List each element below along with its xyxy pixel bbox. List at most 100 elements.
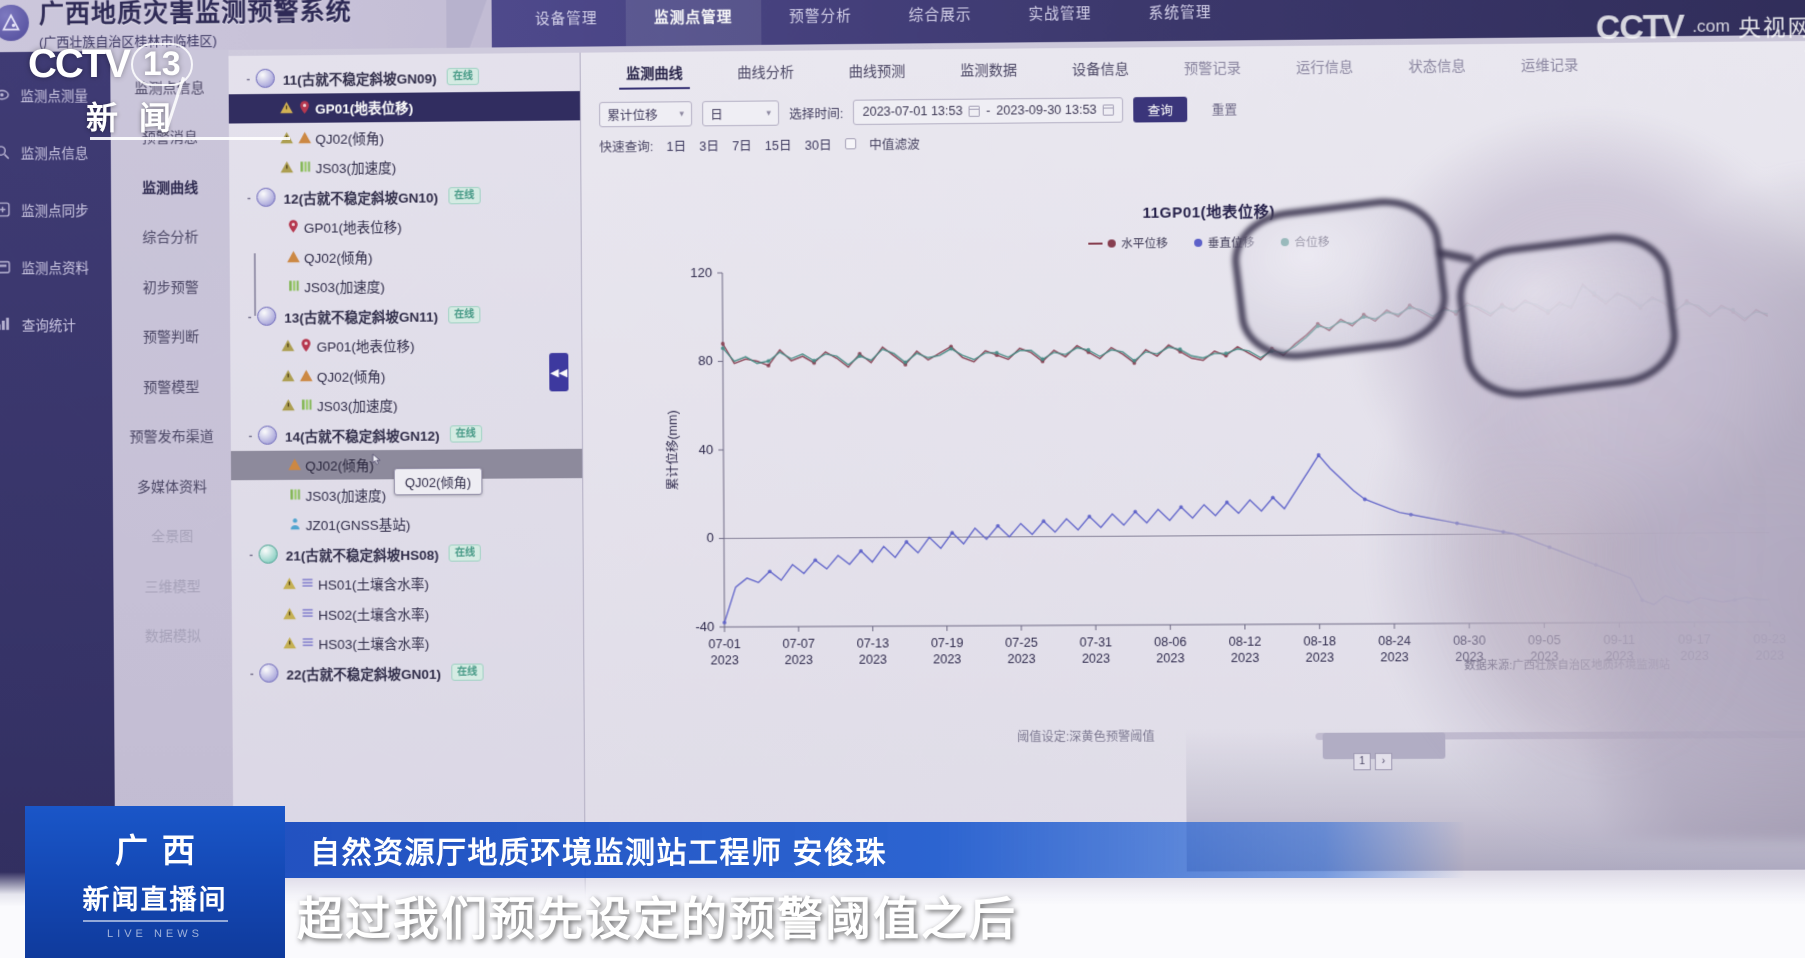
chevron-collapse-icon[interactable]: - xyxy=(247,310,252,323)
pagination[interactable]: 1 › xyxy=(1353,752,1393,771)
submenu-item-preliminary-warning[interactable]: 初步预警 xyxy=(142,278,199,296)
slope-circle-icon xyxy=(257,306,277,327)
svg-text:0: 0 xyxy=(706,531,713,546)
submenu-item-3d-model[interactable]: 三维模型 xyxy=(144,577,201,595)
tilt-triangle-icon xyxy=(297,130,312,146)
tree-leaf-row[interactable]: JZ01(GNSS基站) xyxy=(231,508,582,540)
submenu-item-data-simulation[interactable]: 数据模拟 xyxy=(144,627,201,645)
panel-collapse-handle[interactable]: ◀◀ xyxy=(549,352,569,392)
submenu-item-warning-channels[interactable]: 预警发布渠道 xyxy=(129,428,214,445)
tree-leaf-row[interactable]: GP01(地表位移) xyxy=(228,90,581,124)
warning-triangle-icon xyxy=(279,100,294,116)
tree-group-row[interactable]: - 22(古就不稳定斜坡GN01) 在线 xyxy=(232,657,583,688)
submenu-item-comprehensive-analysis[interactable]: 综合分析 xyxy=(142,228,199,246)
submenu-item-multimedia[interactable]: 多媒体资料 xyxy=(136,478,208,495)
quick-query-7d[interactable]: 7日 xyxy=(732,139,752,154)
tree-leaf-label: GP01(地表位移) xyxy=(316,339,415,355)
sidebar-item-monitoring-point-sync[interactable]: 监测点同步 xyxy=(0,180,111,238)
legend-item-horizontal[interactable]: 水平位移 xyxy=(1088,235,1168,252)
data-source-label: 数据来源:广西壮族自治区地质环境监测站 xyxy=(1464,659,1671,673)
sidebar-item-monitoring-point-docs[interactable]: 监测点资料 xyxy=(0,237,112,295)
submenu-item-monitoring-curve[interactable]: 监测曲线 xyxy=(142,178,199,196)
quick-query-3d[interactable]: 3日 xyxy=(699,139,719,154)
svg-text:2023: 2023 xyxy=(933,652,961,666)
legend-item-vertical[interactable]: 垂直位移 xyxy=(1194,234,1255,251)
monitoring-point-tree[interactable]: - 11(古就不稳定斜坡GN09) 在线 GP01(地表位移) xyxy=(228,52,587,958)
sidebar-item-monitoring-point-info[interactable]: 监测点信息 xyxy=(0,123,111,181)
tab-runtime-info[interactable]: 运行信息 xyxy=(1296,58,1354,76)
tilt-triangle-icon xyxy=(286,249,301,265)
tree-leaf-row[interactable]: JS03(加速度) xyxy=(229,150,580,183)
tree-group-row[interactable]: - 21(古就不稳定斜坡HS08) 在线 xyxy=(231,538,582,570)
svg-text:2023: 2023 xyxy=(1755,648,1784,662)
submenu-item-warning-model[interactable]: 预警模型 xyxy=(143,378,200,395)
tab-device-info[interactable]: 设备信息 xyxy=(1071,60,1129,78)
chevron-collapse-icon[interactable]: - xyxy=(247,191,251,204)
tree-group-row[interactable]: - 12(古就不稳定斜坡GN10) 在线 xyxy=(229,180,580,213)
metric-select-value: 累计位移 xyxy=(607,108,658,123)
submenu-item-panorama[interactable]: 全景图 xyxy=(151,528,194,545)
submenu-item-warning-judgement[interactable]: 预警判断 xyxy=(142,328,200,346)
status-badge: 在线 xyxy=(448,544,482,562)
mountain-warning-icon xyxy=(0,4,30,42)
tree-group-row[interactable]: - 13(古就不稳定斜坡GN11) 在线 xyxy=(230,299,581,331)
quick-query-15d[interactable]: 15日 xyxy=(764,138,792,154)
line-chart-plot[interactable]: -40 0 40 80 120 累计位移(mm) 07-01 2023 07-07 2023 07-… xyxy=(626,250,1801,694)
nav-item-operations-management[interactable]: 实战管理 xyxy=(1028,5,1092,23)
nav-item-monitoring-point-management[interactable]: 监测点管理 xyxy=(625,0,761,47)
median-filter-checkbox[interactable] xyxy=(844,138,856,150)
tree-leaf-row[interactable]: HS01(土壤含水率) xyxy=(232,568,583,600)
query-button[interactable]: 查询 xyxy=(1133,96,1188,123)
tree-leaf-row[interactable]: JS03(加速度) xyxy=(231,478,582,510)
svg-text:累计位移(mm): 累计位移(mm) xyxy=(665,410,680,490)
tree-leaf-row-hovered[interactable]: QJ02(倾角) xyxy=(230,448,583,481)
chevron-collapse-icon[interactable]: - xyxy=(249,667,254,680)
svg-text:2023: 2023 xyxy=(858,653,886,667)
tab-curve-analysis[interactable]: 曲线分析 xyxy=(737,63,795,81)
chevron-collapse-icon[interactable]: - xyxy=(248,429,253,442)
chevron-collapse-icon[interactable]: - xyxy=(249,548,253,561)
tree-leaf-row[interactable]: GP01(地表位移) xyxy=(230,329,581,361)
interval-select[interactable]: 日 ▾ xyxy=(702,99,780,126)
tree-leaf-row[interactable]: HS02(土壤含水率) xyxy=(232,597,583,629)
tree-group-row[interactable]: - 14(古就不稳定斜坡GN12) 在线 xyxy=(231,418,582,450)
chart-container: 11GP01(地表位移) 水平位移 垂直位移 合位移 xyxy=(582,194,1805,730)
tab-monitoring-data[interactable]: 监测数据 xyxy=(960,61,1018,79)
tree-leaf-row[interactable]: HS03(土壤含水率) xyxy=(232,627,583,658)
legend-item-resultant[interactable]: 合位移 xyxy=(1281,234,1330,251)
tree-leaf-label: QJ02(倾角) xyxy=(303,250,373,266)
sync-icon xyxy=(0,201,11,218)
tab-maintenance-records[interactable]: 运维记录 xyxy=(1520,56,1579,74)
slope-circle-green-icon xyxy=(258,544,278,564)
nav-item-comprehensive-display[interactable]: 综合展示 xyxy=(908,6,972,24)
warning-triangle-icon xyxy=(282,635,297,651)
nav-item-device-management[interactable]: 设备管理 xyxy=(534,10,598,28)
tab-status-info[interactable]: 状态信息 xyxy=(1408,57,1466,75)
date-range-input[interactable]: 2023-07-01 13:53 - 2023-09-30 13:53 xyxy=(853,96,1124,125)
lower-third-subtitle: 超过我们预先设定的预警阈值之后 xyxy=(285,880,1017,952)
channel-bug-underline xyxy=(90,137,290,140)
tree-leaf-row[interactable]: QJ02(倾角) xyxy=(230,359,581,391)
tab-monitoring-curve[interactable]: 监测曲线 xyxy=(599,51,710,95)
tree-leaf-row[interactable]: JS03(加速度) xyxy=(231,389,582,421)
sidebar-item-label: 查询统计 xyxy=(21,317,76,334)
metric-select[interactable]: 累计位移 ▾ xyxy=(599,100,693,127)
calendar-icon xyxy=(1102,103,1115,116)
quick-query-30d[interactable]: 30日 xyxy=(804,138,832,153)
tab-curve-forecast[interactable]: 曲线预测 xyxy=(848,62,906,80)
tree-leaf-row[interactable]: QJ02(倾角) xyxy=(230,240,581,273)
nav-item-warning-analysis[interactable]: 预警分析 xyxy=(789,8,852,25)
page-number[interactable]: 1 xyxy=(1353,752,1371,771)
sidebar-item-query-statistics[interactable]: 查询统计 xyxy=(0,295,112,353)
tree-leaf-row[interactable]: GP01(地表位移) xyxy=(229,210,580,243)
reset-button[interactable]: 重置 xyxy=(1211,102,1238,118)
svg-text:2023: 2023 xyxy=(1230,651,1258,665)
lower-third-name-bar: 自然资源厅地质环境监测站工程师 安俊珠 xyxy=(285,822,1465,878)
tab-warning-records[interactable]: 预警记录 xyxy=(1183,59,1242,77)
sidebar-item-monitoring-point-measure[interactable]: 监测点测量 xyxy=(0,65,111,124)
mouse-cursor-icon xyxy=(370,453,383,471)
tree-leaf-row[interactable]: JS03(加速度) xyxy=(230,269,581,301)
nav-item-system-management[interactable]: 系统管理 xyxy=(1148,4,1212,22)
page-next-icon[interactable]: › xyxy=(1374,752,1393,771)
quick-query-1d[interactable]: 1日 xyxy=(666,139,687,154)
